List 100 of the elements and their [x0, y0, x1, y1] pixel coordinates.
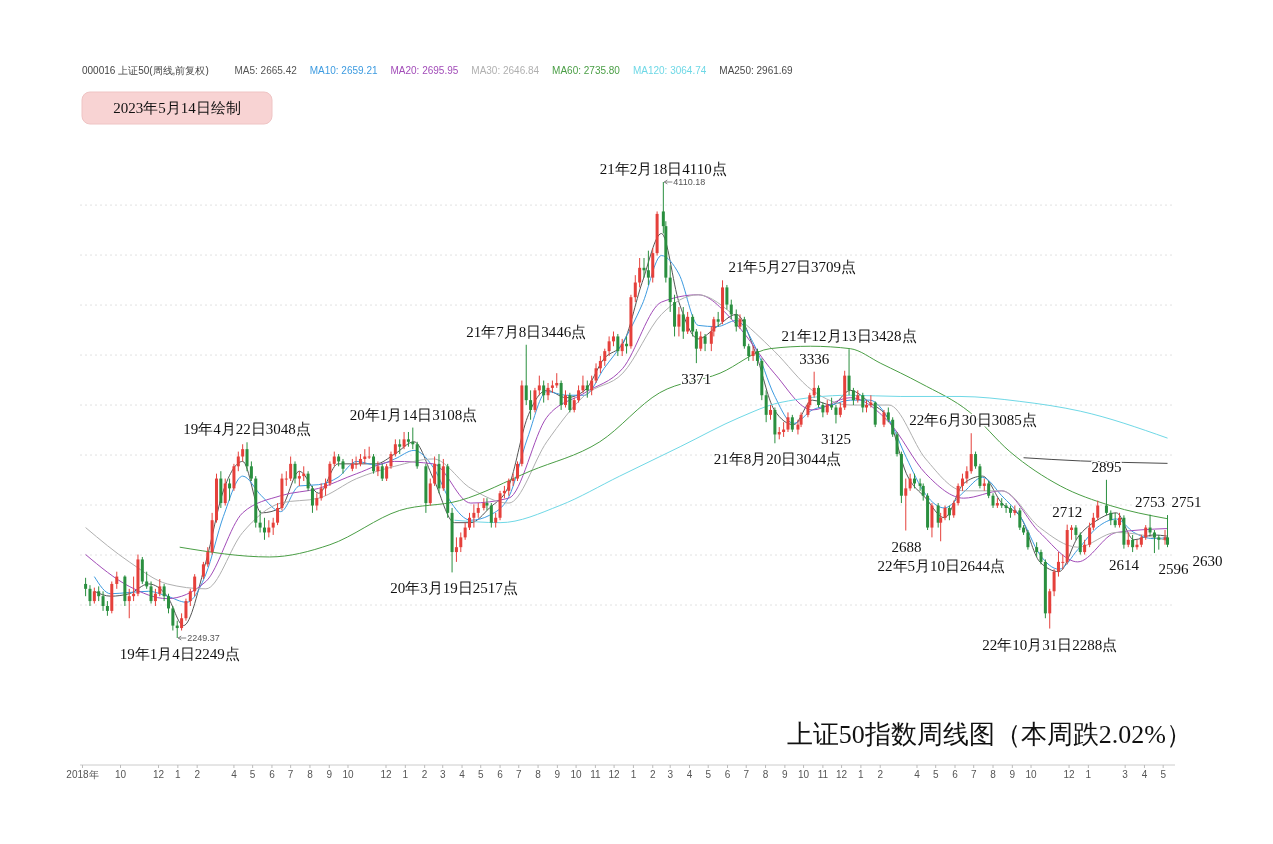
- x-tick-label: 7: [743, 769, 750, 780]
- candlestick: [821, 402, 825, 418]
- candlestick: [764, 389, 768, 423]
- candlestick: [936, 502, 940, 529]
- candlestick: [489, 502, 493, 529]
- x-tick-label: 12: [152, 769, 165, 780]
- candlestick: [694, 328, 698, 364]
- text: 上证50指数周线图（本周跌2.02%）: [786, 720, 1192, 749]
- candlestick: [908, 473, 912, 492]
- x-tick-label: 2: [194, 769, 201, 780]
- x-tick-label: 12: [608, 769, 621, 780]
- candlestick: [284, 470, 288, 487]
- candlestick: [140, 556, 144, 585]
- chart-subtitle: 000016 上证50(周线,前复权): [82, 65, 209, 76]
- x-tick-label: 10: [570, 769, 583, 780]
- x-tick-label: 3: [1122, 769, 1129, 780]
- x-tick-label: 2: [649, 769, 656, 780]
- x-tick-label: 2018年: [66, 769, 99, 780]
- candlestick: [228, 478, 232, 502]
- x-tick-label: 12: [380, 769, 392, 780]
- candlestick: [725, 284, 729, 310]
- candlestick: [516, 460, 519, 482]
- x-tick-label: 10: [798, 769, 810, 780]
- annotation: 2688: [891, 538, 922, 555]
- annotation: 4110.18: [673, 177, 706, 187]
- x-tick-label: 1: [402, 769, 409, 780]
- candlestick: [1026, 529, 1030, 551]
- candlestick: [245, 441, 249, 472]
- text: 2023年5月14日绘制: [113, 100, 241, 116]
- candlestick: [607, 335, 611, 357]
- x-tick-label: 5: [932, 769, 939, 780]
- x-tick-label: 7: [287, 769, 294, 780]
- candlestick: [293, 460, 297, 484]
- x-tick-label: 4: [1141, 769, 1148, 780]
- candlestick: [1018, 507, 1022, 531]
- candlestick: [834, 404, 838, 424]
- x-tick-label: 5: [1160, 769, 1167, 780]
- candlestick: [1096, 500, 1100, 521]
- x-tick-label: 4: [686, 769, 693, 780]
- annotation: 21年7月8日3446点: [466, 323, 587, 340]
- candlestick: [88, 584, 92, 607]
- candlestick: [249, 460, 253, 482]
- x-tick-label: 2: [877, 769, 884, 780]
- candlestick: [1052, 568, 1056, 597]
- candlestick: [691, 313, 695, 337]
- candlestick: [428, 478, 432, 507]
- candlestick: [258, 509, 262, 533]
- candlestick: [236, 451, 240, 472]
- text: MA30: 2646.84: [471, 65, 540, 76]
- x-tick-label: 5: [477, 769, 484, 780]
- candlestick: [1074, 524, 1078, 541]
- candlestick: [638, 257, 642, 288]
- candlestick: [367, 446, 371, 460]
- annotation: 2630: [1192, 552, 1223, 569]
- candlestick: [206, 546, 210, 568]
- annotation: 19年4月22日3048点: [183, 421, 311, 438]
- annotation: 22年5月10日2644点: [877, 558, 1006, 575]
- candlestick: [1056, 551, 1060, 578]
- x-tick-label: 5: [249, 769, 256, 780]
- x-tick-label: 3: [667, 769, 674, 780]
- x-tick-label: 6: [952, 769, 959, 780]
- annotation: 2249.37: [187, 633, 220, 643]
- candlestick: [939, 512, 943, 542]
- candlestick: [703, 333, 707, 352]
- candlestick: [729, 299, 733, 320]
- text: MA5: 2665.42: [234, 65, 298, 76]
- candlestick: [372, 453, 376, 475]
- annotation: 2712: [1052, 503, 1083, 520]
- candlestick: [930, 502, 934, 538]
- x-tick-label: 7: [970, 769, 977, 780]
- x-tick-label: 2: [421, 769, 428, 780]
- candlestick: [847, 348, 851, 396]
- candlestick: [1088, 522, 1092, 548]
- x-tick-label: 10: [114, 769, 127, 780]
- annotation: 2596: [1158, 561, 1189, 578]
- x-tick-label: 11: [590, 769, 602, 780]
- candlestick: [786, 411, 790, 433]
- candlestick: [633, 274, 637, 303]
- candlestick: [546, 382, 550, 401]
- candlestick: [1048, 588, 1052, 630]
- candlestick: [306, 470, 310, 492]
- candlestick: [956, 482, 960, 507]
- candlestick: [524, 344, 528, 406]
- annotation: 21年5月27日3709点: [728, 259, 856, 276]
- x-tick-label: 9: [1009, 769, 1016, 780]
- annotation: 2751: [1171, 494, 1202, 511]
- candlestick: [616, 333, 620, 357]
- candlestick: [101, 590, 105, 612]
- candlestick: [328, 460, 332, 487]
- annotation: 22年10月31日2288点: [982, 636, 1118, 653]
- annotation: 2614: [1108, 556, 1140, 573]
- candlestick: [84, 577, 88, 597]
- candlestick: [529, 389, 533, 421]
- candlestick: [699, 331, 703, 352]
- x-tick-label: 8: [307, 769, 314, 780]
- x-tick-label: 4: [231, 769, 238, 780]
- candlestick: [433, 456, 437, 487]
- candlestick: [533, 387, 537, 413]
- x-tick-label: 12: [836, 769, 848, 780]
- text: MA120: 3064.74: [632, 65, 707, 76]
